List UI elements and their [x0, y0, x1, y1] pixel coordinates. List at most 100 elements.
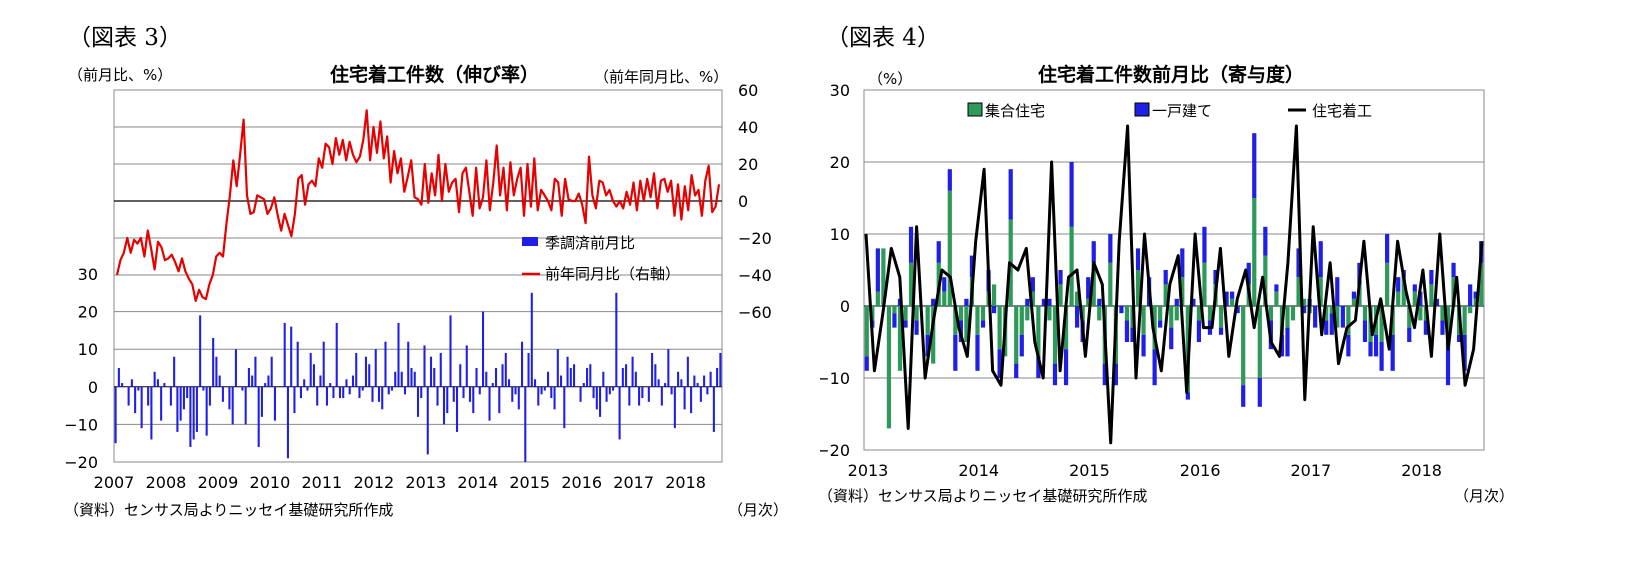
bar-multi — [1180, 277, 1185, 306]
bar — [455, 386, 459, 432]
bar-single — [953, 334, 958, 371]
bar — [553, 386, 556, 410]
bar-single — [1224, 291, 1229, 306]
bar — [654, 364, 657, 387]
chart-3-right-unit: （前年同月比、%） — [594, 68, 729, 86]
y-right-tick-label: −60 — [738, 303, 772, 322]
bar — [169, 386, 172, 406]
x-tick-label: 2017 — [613, 473, 654, 492]
bar — [355, 352, 358, 387]
bar-single — [908, 226, 914, 263]
bar — [273, 386, 276, 421]
bar-single — [931, 298, 936, 306]
bar — [550, 386, 553, 399]
chart-3-source: （資料）センサス局よりニッセイ基礎研究所作成 — [64, 501, 394, 519]
bar-multi — [991, 284, 997, 306]
bar-single — [892, 313, 897, 328]
bar — [351, 375, 355, 387]
bar — [293, 386, 296, 414]
bar-single — [1468, 284, 1473, 306]
legend-label-bar: 季調済前月比 — [545, 234, 635, 252]
bar — [205, 386, 208, 436]
bar-single — [1274, 284, 1279, 292]
bar — [530, 292, 533, 387]
bar — [566, 356, 569, 387]
bar-multi — [875, 291, 880, 306]
bar — [316, 386, 319, 406]
bar — [189, 386, 192, 447]
y-right-tick-label: 60 — [738, 81, 758, 100]
bar-multi — [1362, 306, 1368, 321]
bar — [670, 386, 673, 395]
bar-multi — [1479, 262, 1484, 306]
bar-multi — [1290, 306, 1296, 321]
bar-single — [1047, 298, 1052, 306]
bar-multi — [886, 306, 892, 429]
bar-multi — [1285, 306, 1290, 328]
bar — [358, 386, 361, 399]
chart-3-left-unit: （前月比、%） — [68, 66, 173, 84]
bar-single — [1335, 277, 1340, 306]
bar-multi — [925, 306, 930, 335]
bar-single — [1202, 226, 1207, 263]
bar-multi — [1158, 306, 1163, 321]
bar — [660, 386, 663, 406]
bar-single — [1396, 277, 1401, 292]
bar-single — [1191, 298, 1196, 306]
bar — [537, 386, 540, 406]
bar-single — [1462, 334, 1467, 371]
bar — [716, 368, 719, 387]
legend-swatch-bar — [522, 237, 538, 246]
y-tick-label: −10 — [820, 369, 850, 388]
bar — [686, 356, 689, 387]
bar — [517, 386, 520, 410]
bar-multi — [1412, 291, 1417, 306]
bar — [673, 386, 676, 429]
x-tick-label: 2015 — [509, 473, 550, 492]
bar-multi — [1058, 284, 1063, 306]
bar — [579, 386, 582, 402]
bar — [612, 386, 615, 391]
bar-single — [1041, 298, 1047, 306]
chart-4-source: （資料）センサス局よりニッセイ基礎研究所作成 — [818, 487, 1148, 505]
bar — [290, 326, 293, 387]
bar — [602, 371, 605, 387]
bar-multi — [1169, 306, 1174, 328]
bar-single — [947, 169, 952, 191]
bar-single — [1169, 327, 1174, 350]
bar — [667, 349, 670, 387]
bar-single — [1263, 226, 1268, 256]
bar-single — [1141, 334, 1146, 357]
bar-multi — [1268, 306, 1273, 321]
bar — [179, 386, 182, 421]
legend-label-line: 前年同月比（右軸） — [545, 265, 680, 283]
bar — [234, 349, 237, 387]
bar-multi — [881, 248, 886, 306]
bar-single — [1063, 349, 1069, 386]
bar — [452, 386, 455, 402]
bar-single — [1052, 363, 1058, 386]
bar-single — [1108, 234, 1113, 263]
bar-multi — [908, 262, 914, 306]
bar-multi — [1396, 291, 1401, 306]
bar-single — [1102, 363, 1107, 386]
bar — [605, 386, 608, 402]
bar — [413, 371, 416, 387]
y-tick-label: 30 — [830, 81, 850, 100]
bar — [309, 352, 312, 387]
bar-multi — [1274, 291, 1279, 306]
bar — [420, 386, 423, 399]
bar — [134, 386, 137, 414]
bar — [439, 352, 442, 387]
bar — [176, 386, 179, 432]
bar — [589, 364, 592, 387]
bar-single — [1008, 169, 1013, 220]
bar — [498, 386, 501, 414]
bar-single — [1373, 334, 1379, 357]
bar-multi — [1063, 306, 1069, 350]
bar — [147, 386, 150, 406]
legend-label-single: 一戸建て — [1152, 102, 1212, 120]
chart-4-x-unit: （月次） — [1454, 487, 1515, 505]
bar-multi — [1075, 291, 1080, 306]
bar-single — [1113, 363, 1118, 386]
